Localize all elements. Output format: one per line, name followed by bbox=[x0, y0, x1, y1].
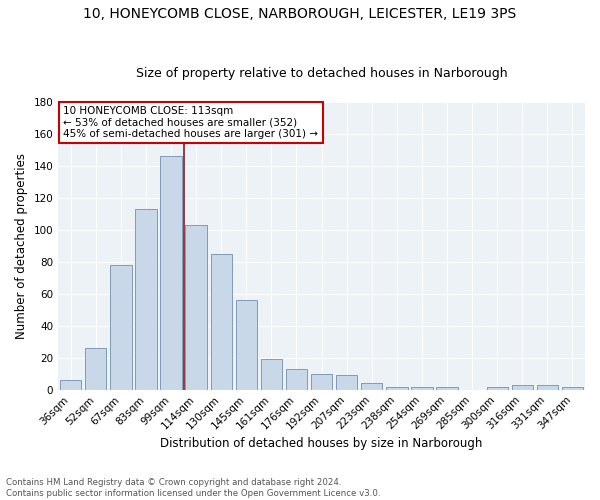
Bar bbox=[537, 385, 558, 390]
Bar bbox=[562, 386, 583, 390]
Bar bbox=[361, 384, 382, 390]
Bar bbox=[160, 156, 182, 390]
Text: 10, HONEYCOMB CLOSE, NARBOROUGH, LEICESTER, LE19 3PS: 10, HONEYCOMB CLOSE, NARBOROUGH, LEICEST… bbox=[83, 8, 517, 22]
Bar bbox=[487, 386, 508, 390]
Bar bbox=[85, 348, 106, 390]
Bar bbox=[136, 209, 157, 390]
Bar bbox=[211, 254, 232, 390]
Bar bbox=[436, 386, 458, 390]
Bar bbox=[311, 374, 332, 390]
Text: Contains HM Land Registry data © Crown copyright and database right 2024.
Contai: Contains HM Land Registry data © Crown c… bbox=[6, 478, 380, 498]
Bar bbox=[236, 300, 257, 390]
Title: Size of property relative to detached houses in Narborough: Size of property relative to detached ho… bbox=[136, 66, 508, 80]
Bar bbox=[185, 225, 207, 390]
Bar bbox=[110, 265, 131, 390]
Bar bbox=[261, 360, 282, 390]
Bar bbox=[386, 386, 407, 390]
Bar bbox=[336, 376, 358, 390]
X-axis label: Distribution of detached houses by size in Narborough: Distribution of detached houses by size … bbox=[160, 437, 483, 450]
Bar bbox=[411, 386, 433, 390]
Y-axis label: Number of detached properties: Number of detached properties bbox=[15, 152, 28, 338]
Bar bbox=[286, 369, 307, 390]
Bar bbox=[60, 380, 82, 390]
Text: 10 HONEYCOMB CLOSE: 113sqm
← 53% of detached houses are smaller (352)
45% of sem: 10 HONEYCOMB CLOSE: 113sqm ← 53% of deta… bbox=[64, 106, 319, 139]
Bar bbox=[512, 385, 533, 390]
